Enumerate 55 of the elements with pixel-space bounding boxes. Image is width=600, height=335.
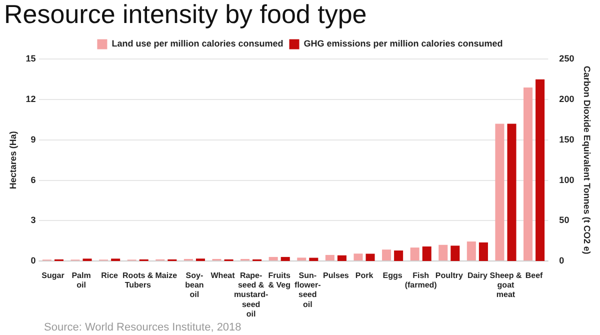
y-tick-label: 12 [26, 94, 36, 104]
bar [495, 124, 504, 260]
x-tick-label: Rape-seed & mustard-seed oil [234, 271, 268, 318]
y-axis-title: Hectares (Ha) [8, 131, 18, 190]
bar [325, 254, 334, 260]
bar [280, 256, 290, 261]
x-tick-label: Maize [155, 271, 178, 280]
y2-tick-label: 150 [559, 134, 574, 144]
x-tick-label: Pulses [323, 271, 350, 280]
legend-label: Land use per million calories consumed [112, 38, 284, 49]
y2-axis-title: Carbon Dioxide Equivalent Tonnes (t CO2 e) [582, 66, 592, 254]
y-tick-label: 3 [30, 215, 36, 226]
bar [394, 250, 404, 261]
bar [450, 246, 460, 261]
x-tick-label: Poultry [435, 271, 464, 280]
bar [382, 250, 392, 260]
y-tick-label: 6 [30, 174, 36, 185]
bar [309, 258, 318, 261]
bar [524, 87, 533, 260]
bar [422, 246, 432, 261]
x-tick-label: Pork [355, 271, 374, 280]
y2-tick-label: 100 [559, 174, 574, 185]
chart-title: Resource intensity by food type [4, 0, 367, 29]
bar [366, 254, 375, 261]
bar [536, 79, 545, 261]
bar [337, 255, 346, 261]
bar [354, 254, 363, 260]
bar [466, 241, 476, 260]
x-tick-label: Sheep & goat meat [490, 271, 522, 300]
x-tick-label: Sugar [42, 271, 64, 280]
y2-tick-label: 200 [559, 94, 574, 104]
bar [410, 248, 420, 260]
x-tick-label: Dairy [467, 271, 488, 280]
source-note: Source: World Resources Institute, 2018 [44, 322, 242, 334]
y-tick-label: 0 [30, 255, 36, 266]
legend-label: GHG emissions per million calories consumed [304, 38, 503, 49]
y-tick-label: 15 [26, 54, 36, 64]
bar [438, 244, 448, 260]
bar [507, 124, 516, 261]
y2-tick-label: 50 [559, 215, 570, 226]
x-tick-label: Sun-flower-seed oil [294, 271, 322, 309]
bar [297, 258, 306, 260]
x-tick-label: Roots & Tubers [122, 271, 154, 290]
x-tick-label: Fruits & Veg [268, 271, 292, 290]
x-tick-label: Wheat [210, 271, 236, 280]
y-tick-label: 9 [30, 134, 36, 144]
bar [268, 256, 278, 260]
x-tick-label: Palm oil [72, 271, 91, 290]
x-tick-label: Beef [525, 271, 544, 280]
x-tick-label: Rice [101, 271, 119, 280]
y2-tick-label: 250 [559, 54, 574, 64]
bar [478, 242, 488, 261]
x-tick-label: Soy-bean oil [185, 271, 204, 300]
x-tick-label: Eggs [382, 271, 403, 280]
y2-tick-label: 0 [559, 255, 564, 266]
